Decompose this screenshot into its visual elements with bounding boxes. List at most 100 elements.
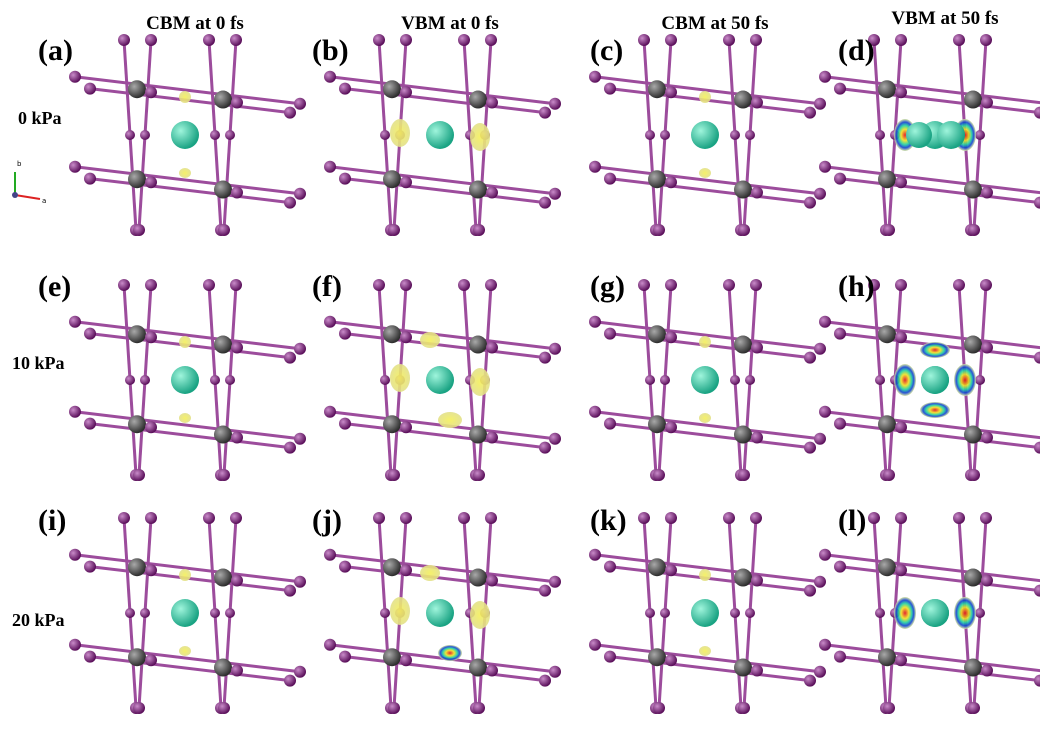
atom bbox=[485, 512, 497, 524]
atom bbox=[804, 675, 816, 687]
atom bbox=[549, 188, 561, 200]
structure bbox=[589, 512, 826, 714]
atom bbox=[975, 375, 985, 385]
atom bbox=[486, 187, 498, 199]
atom bbox=[645, 375, 655, 385]
atom bbox=[981, 432, 993, 444]
atom bbox=[214, 91, 232, 109]
panel-label: (l) bbox=[838, 504, 866, 537]
structure bbox=[324, 279, 561, 481]
structure bbox=[69, 512, 306, 714]
column-header: CBM at 0 fs bbox=[146, 13, 244, 34]
atom bbox=[145, 512, 157, 524]
atom bbox=[214, 181, 232, 199]
atom bbox=[231, 665, 243, 677]
structure bbox=[69, 279, 306, 481]
atom bbox=[469, 569, 487, 587]
atom bbox=[751, 97, 763, 109]
atom bbox=[814, 433, 826, 445]
atom bbox=[648, 415, 666, 433]
atom bbox=[819, 316, 831, 328]
atom bbox=[549, 98, 561, 110]
atom bbox=[284, 197, 296, 209]
atom bbox=[284, 352, 296, 364]
atom bbox=[895, 279, 907, 291]
atom bbox=[69, 161, 81, 173]
structure bbox=[324, 512, 561, 714]
atom bbox=[486, 432, 498, 444]
atom bbox=[218, 469, 230, 481]
atom bbox=[171, 599, 199, 627]
panel-label: (h) bbox=[838, 270, 875, 303]
atom bbox=[738, 702, 750, 714]
atom bbox=[834, 561, 846, 573]
atom bbox=[921, 599, 949, 627]
atom bbox=[383, 80, 401, 98]
atom bbox=[486, 665, 498, 677]
atom bbox=[383, 648, 401, 666]
atom bbox=[539, 585, 551, 597]
atom bbox=[231, 187, 243, 199]
atom bbox=[964, 426, 982, 444]
atom bbox=[145, 331, 157, 343]
atom bbox=[638, 512, 650, 524]
bond bbox=[90, 89, 290, 113]
atom bbox=[691, 366, 719, 394]
atom bbox=[486, 97, 498, 109]
atom bbox=[895, 654, 907, 666]
atom bbox=[814, 188, 826, 200]
atom bbox=[69, 639, 81, 651]
bond bbox=[840, 89, 1040, 113]
orbital bbox=[920, 342, 950, 358]
atom bbox=[324, 161, 336, 173]
structure bbox=[589, 34, 826, 236]
atom bbox=[589, 639, 601, 651]
atom bbox=[125, 375, 135, 385]
atom bbox=[980, 512, 992, 524]
atom bbox=[145, 176, 157, 188]
bond bbox=[345, 179, 545, 203]
atom bbox=[981, 97, 993, 109]
atom bbox=[819, 639, 831, 651]
atom bbox=[84, 561, 96, 573]
atom bbox=[953, 279, 965, 291]
atom bbox=[1034, 675, 1040, 687]
labels: CBM at 0 fsVBM at 0 fsCBM at 50 fsVBM at… bbox=[12, 8, 999, 630]
atom bbox=[660, 130, 670, 140]
atom bbox=[145, 86, 157, 98]
panel-label: (j) bbox=[312, 504, 342, 537]
atom bbox=[284, 675, 296, 687]
row-label: 10 kPa bbox=[12, 353, 65, 373]
atom bbox=[84, 651, 96, 663]
atom bbox=[84, 173, 96, 185]
bond bbox=[840, 424, 1040, 448]
atom bbox=[734, 91, 752, 109]
atom bbox=[339, 561, 351, 573]
atom bbox=[691, 121, 719, 149]
atom bbox=[751, 342, 763, 354]
atom bbox=[203, 34, 215, 46]
atom bbox=[648, 170, 666, 188]
panel-label: (k) bbox=[590, 504, 627, 537]
atom bbox=[294, 576, 306, 588]
atom bbox=[324, 316, 336, 328]
atom bbox=[878, 648, 896, 666]
atom bbox=[665, 86, 677, 98]
orbital bbox=[420, 565, 440, 581]
atom bbox=[883, 224, 895, 236]
atom bbox=[878, 415, 896, 433]
atom bbox=[128, 558, 146, 576]
atom bbox=[604, 173, 616, 185]
atom bbox=[469, 336, 487, 354]
atom bbox=[383, 558, 401, 576]
atom bbox=[145, 34, 157, 46]
figure: CBM at 0 fsVBM at 0 fsCBM at 50 fsVBM at… bbox=[0, 0, 1040, 733]
atom bbox=[589, 71, 601, 83]
atom bbox=[665, 279, 677, 291]
atom bbox=[539, 197, 551, 209]
bond bbox=[345, 567, 545, 591]
atom bbox=[738, 224, 750, 236]
orbital bbox=[894, 364, 916, 396]
atom bbox=[324, 639, 336, 651]
orbital bbox=[179, 413, 191, 423]
